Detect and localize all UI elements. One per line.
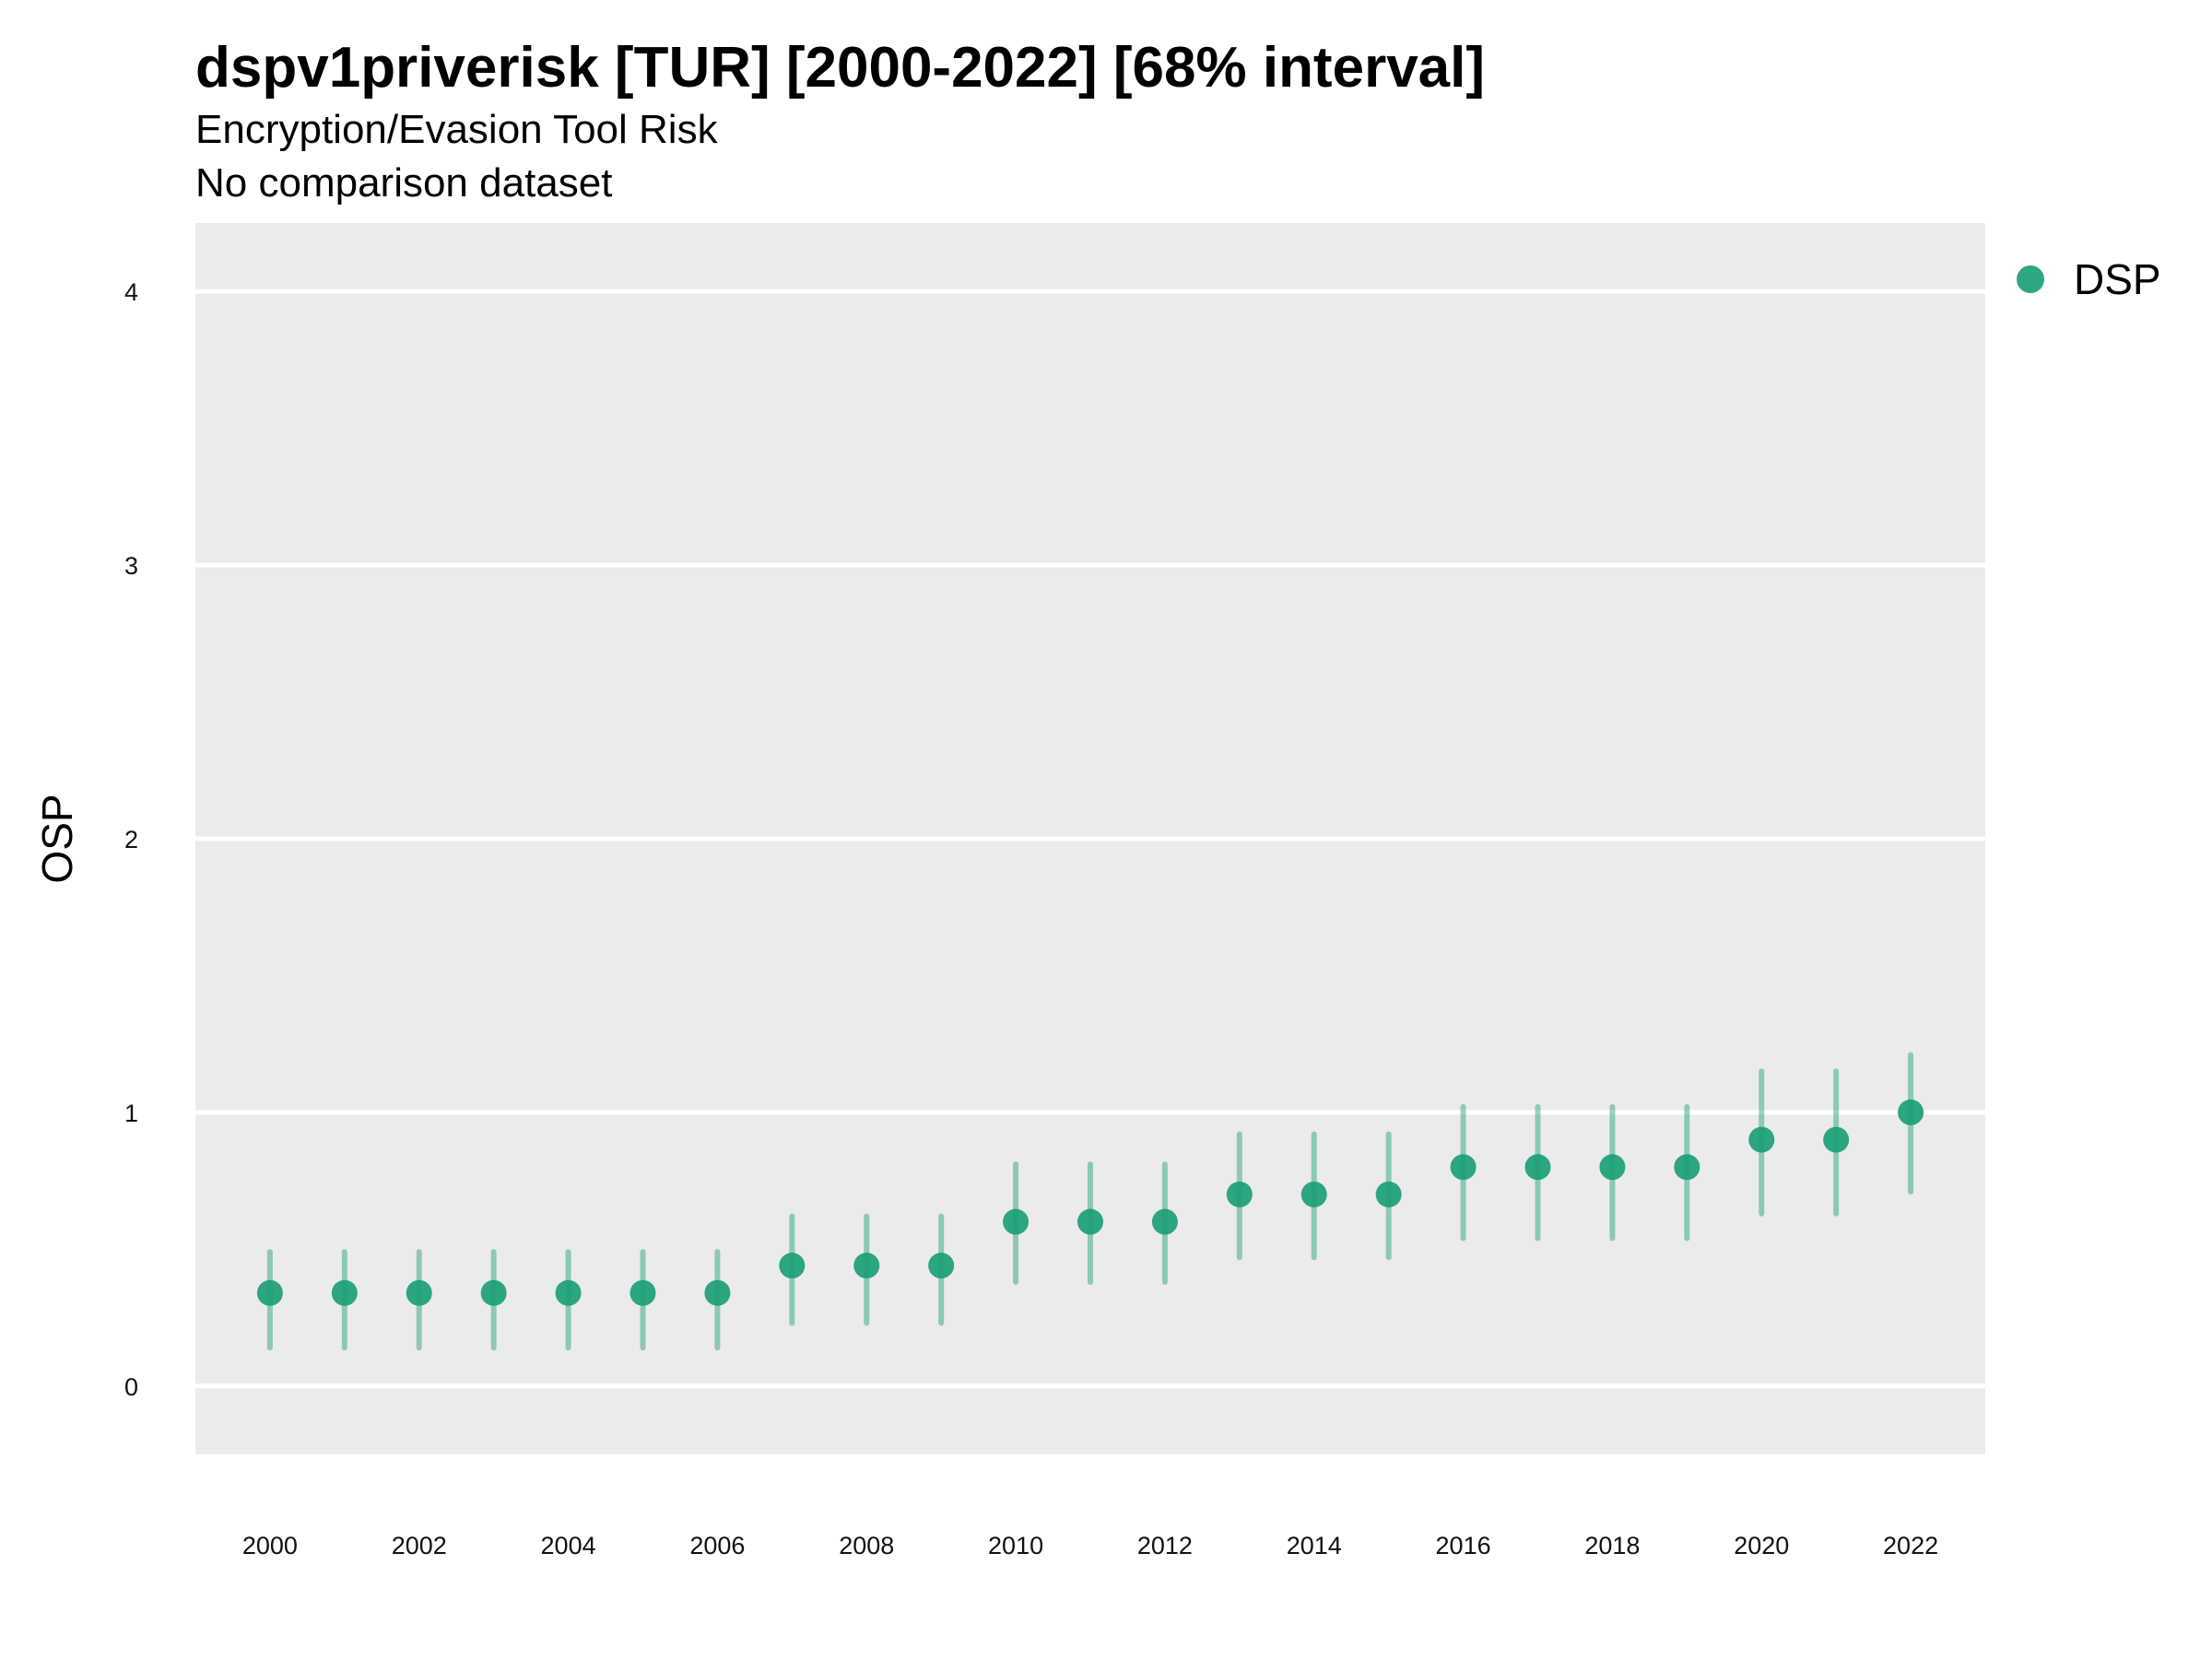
data-point	[256, 1279, 283, 1306]
data-marks	[256, 1052, 1924, 1351]
y-tick-label: 4	[124, 278, 138, 306]
data-point	[1898, 1099, 1924, 1125]
chart-subtitle: Encryption/Evasion Tool Risk	[195, 107, 718, 152]
x-tick-label: 2018	[1584, 1532, 1640, 1559]
data-point	[480, 1279, 507, 1306]
data-point	[1077, 1208, 1103, 1235]
legend: DSP	[2017, 255, 2161, 303]
data-point	[629, 1279, 656, 1306]
x-tick-label: 2012	[1137, 1532, 1193, 1559]
data-point	[1450, 1154, 1477, 1181]
y-tick-label: 2	[124, 826, 138, 853]
legend-label: DSP	[2074, 255, 2161, 303]
x-tick-label: 2004	[541, 1532, 596, 1559]
x-tick-label: 2014	[1287, 1532, 1342, 1559]
x-tick-label: 2020	[1734, 1532, 1789, 1559]
gridlines	[195, 288, 1985, 1389]
x-tick-labels: 2000 2002 2004 2006 2008 2010 2012 2014 2016 2018…	[242, 1532, 1938, 1559]
y-tick-label: 1	[124, 1100, 138, 1127]
x-tick-label: 2002	[392, 1532, 447, 1559]
data-point	[1003, 1208, 1030, 1235]
data-point	[1375, 1181, 1402, 1207]
data-point	[928, 1253, 955, 1279]
x-tick-label: 2000	[242, 1532, 298, 1559]
data-point	[779, 1253, 806, 1279]
data-point	[1300, 1181, 1327, 1207]
chart-title: dspv1priverisk [TUR] [2000-2022] [68% in…	[195, 36, 1486, 100]
data-point	[555, 1279, 582, 1306]
x-tick-label: 2016	[1436, 1532, 1491, 1559]
chart-caption: No comparison dataset	[195, 160, 613, 206]
data-point	[853, 1253, 880, 1279]
y-tick-label: 3	[124, 552, 138, 580]
data-point	[1748, 1126, 1775, 1153]
x-tick-label: 2006	[689, 1532, 745, 1559]
x-tick-label: 2010	[988, 1532, 1043, 1559]
data-point	[1599, 1154, 1626, 1181]
y-tick-label: 0	[124, 1373, 138, 1401]
data-point	[331, 1279, 358, 1306]
data-point	[406, 1279, 432, 1306]
legend-key	[2017, 265, 2044, 293]
y-axis-title: OSP	[33, 794, 81, 883]
x-tick-label: 2008	[839, 1532, 894, 1559]
data-point	[1823, 1126, 1850, 1153]
data-point	[1226, 1181, 1253, 1207]
x-tick-label: 2022	[1883, 1532, 1938, 1559]
y-tick-labels: 0 1 2 3 4	[124, 278, 138, 1401]
data-point	[704, 1279, 731, 1306]
data-point	[1674, 1154, 1700, 1181]
data-point	[1524, 1154, 1551, 1181]
data-point	[1151, 1208, 1178, 1235]
